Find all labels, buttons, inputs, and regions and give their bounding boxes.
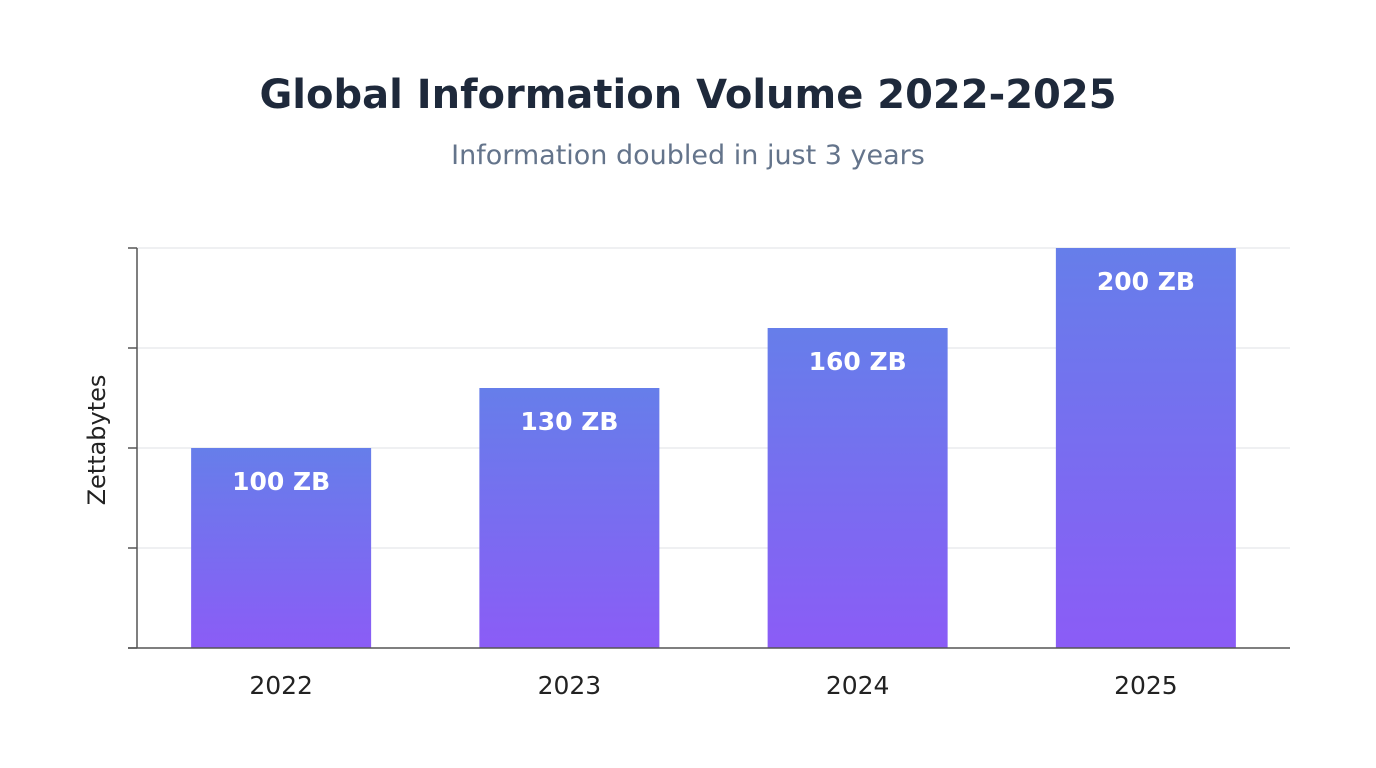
data-label: 160 ZB bbox=[809, 347, 907, 376]
y-axis-label: Zettabytes bbox=[83, 375, 111, 506]
x-tick-label: 2024 bbox=[826, 671, 890, 700]
bar-2022 bbox=[191, 448, 372, 648]
x-tick-label: 2025 bbox=[1114, 671, 1178, 700]
bar-2023 bbox=[479, 388, 660, 648]
data-label: 130 ZB bbox=[520, 407, 618, 436]
data-label: 100 ZB bbox=[232, 467, 330, 496]
bar-2025 bbox=[1055, 248, 1236, 648]
chart-subtitle: Information doubled in just 3 years bbox=[451, 140, 925, 171]
bar-2024 bbox=[767, 328, 948, 648]
chart-title: Global Information Volume 2022-2025 bbox=[259, 72, 1117, 118]
data-label: 200 ZB bbox=[1097, 267, 1195, 296]
x-tick-label: 2022 bbox=[249, 671, 313, 700]
x-tick-label: 2023 bbox=[538, 671, 602, 700]
